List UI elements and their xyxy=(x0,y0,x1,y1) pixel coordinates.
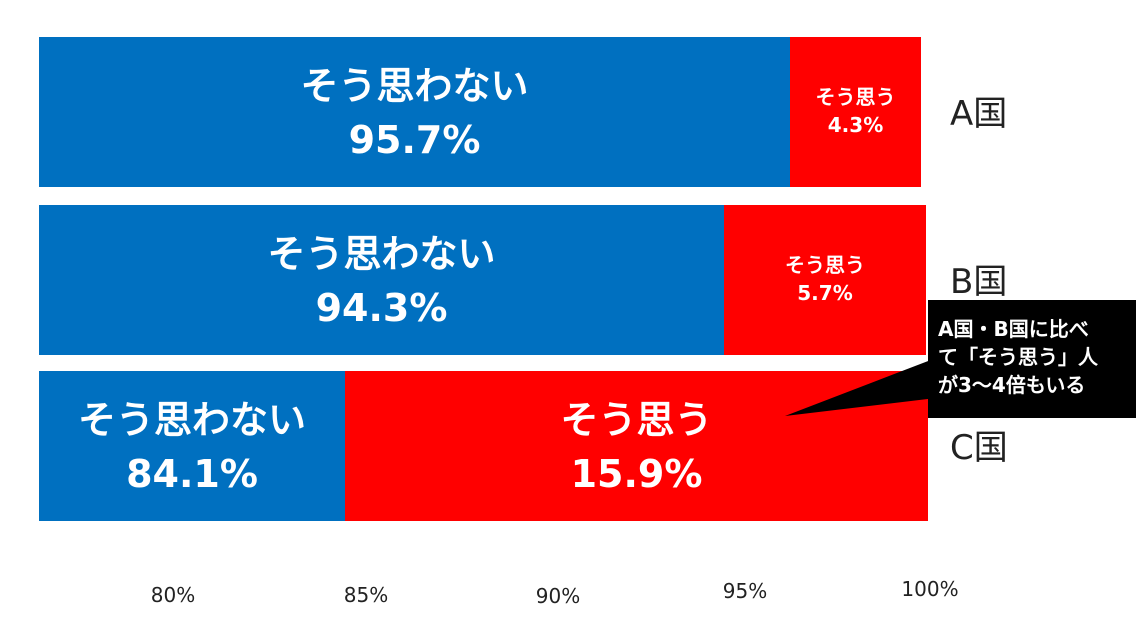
callout-text-line: て「そう思う」人 xyxy=(938,345,1099,369)
x-tick-label: 100% xyxy=(901,577,958,601)
data-label-series-name: そう思わない xyxy=(267,232,495,276)
callout-box xyxy=(928,300,1136,418)
x-tick-label: 95% xyxy=(723,579,767,603)
category-label: B国 xyxy=(950,262,1007,302)
bar-segment-A国-sou-omou xyxy=(790,37,921,187)
data-label-series-name: そう思う xyxy=(785,253,865,277)
bar-segment-B国-sou-omou xyxy=(724,205,926,355)
bar-segment-C国-sou-omowanai xyxy=(39,371,345,521)
bar-segment-A国-sou-omowanai xyxy=(39,37,790,187)
data-label-series-name: そう思う xyxy=(816,85,896,109)
data-label-series-name: そう思わない xyxy=(78,398,306,442)
data-label-value: 4.3% xyxy=(828,113,883,137)
bar-segment-B国-sou-omowanai xyxy=(39,205,724,355)
x-tick-label: 90% xyxy=(536,584,580,608)
x-tick-label: 85% xyxy=(344,583,388,607)
x-tick-label: 80% xyxy=(151,583,195,607)
data-label-value: 5.7% xyxy=(797,281,852,305)
data-label-value: 95.7% xyxy=(349,118,481,162)
category-label: A国 xyxy=(950,94,1007,134)
data-label-value: 15.9% xyxy=(571,452,703,496)
data-label-value: 94.3% xyxy=(316,286,448,330)
category-label: C国 xyxy=(950,428,1008,468)
bar-segment-C国-sou-omou xyxy=(345,371,928,521)
data-label-series-name: そう思わない xyxy=(300,64,528,108)
callout-pointer xyxy=(785,358,936,416)
callout-text-line: が3〜4倍もいる xyxy=(938,373,1085,397)
data-label-series-name: そう思う xyxy=(560,398,712,442)
callout-text-line: A国・B国に比べ xyxy=(938,317,1089,341)
data-label-value: 84.1% xyxy=(126,452,258,496)
